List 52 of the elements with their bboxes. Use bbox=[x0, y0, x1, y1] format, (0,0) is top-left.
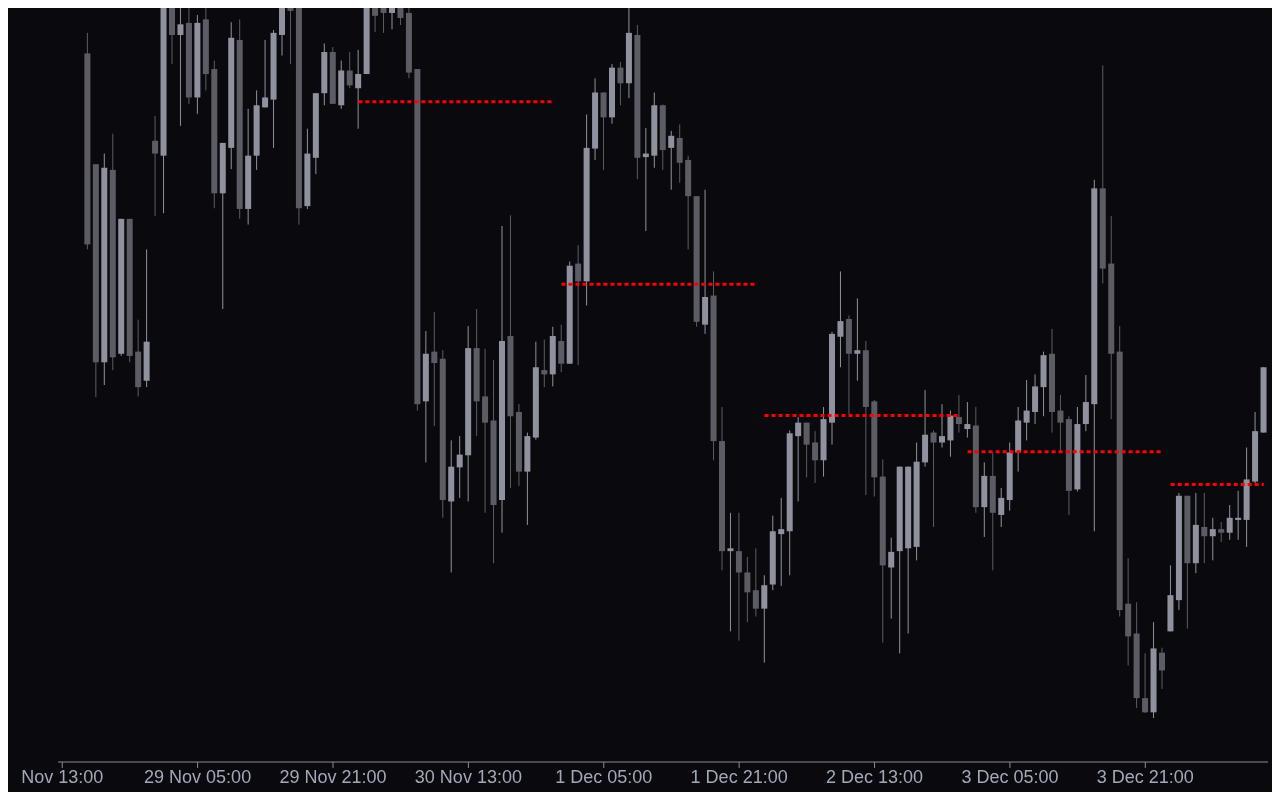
candlestick bbox=[888, 537, 895, 620]
candlestick bbox=[1226, 504, 1233, 541]
candlestick bbox=[998, 487, 1005, 528]
candlestick bbox=[744, 556, 751, 623]
candlestick bbox=[355, 49, 362, 130]
x-tick-label: 30 Nov 13:00 bbox=[414, 766, 522, 787]
candlestick bbox=[431, 311, 438, 427]
x-tick-label: 29 Nov 05:00 bbox=[144, 766, 252, 787]
candlestick bbox=[964, 401, 971, 439]
candlestick bbox=[778, 497, 785, 587]
candlestick bbox=[558, 324, 565, 373]
candlestick bbox=[617, 61, 624, 106]
candlestick bbox=[1235, 490, 1242, 541]
candlestick bbox=[1023, 379, 1030, 441]
x-tick-label: 2 Dec 13:00 bbox=[826, 766, 924, 787]
candlestick bbox=[1159, 647, 1165, 690]
candlestick bbox=[152, 115, 159, 217]
candlestick bbox=[761, 574, 768, 664]
candlestick bbox=[795, 416, 802, 502]
candlestick bbox=[287, 8, 294, 65]
candlestick bbox=[177, 8, 184, 127]
x-tick-label: 29 Nov 21:00 bbox=[279, 766, 387, 787]
candlestick bbox=[930, 429, 937, 528]
x-tick-label: Nov 13:00 bbox=[21, 766, 104, 787]
candlestick bbox=[1201, 492, 1208, 564]
candlestick bbox=[1218, 521, 1225, 543]
candlestick bbox=[456, 435, 463, 499]
candlestick bbox=[1142, 652, 1149, 714]
candlestick bbox=[939, 403, 945, 448]
candlestick bbox=[803, 422, 810, 478]
candlestick bbox=[541, 339, 548, 388]
candlestick bbox=[372, 8, 379, 33]
candlestick bbox=[854, 297, 861, 382]
candlestick bbox=[389, 8, 395, 30]
x-tick-label: 1 Dec 21:00 bbox=[690, 766, 788, 787]
x-tick-label: 1 Dec 05:00 bbox=[555, 766, 653, 787]
candlestick bbox=[735, 512, 742, 642]
candlestick bbox=[380, 8, 387, 34]
candlestick bbox=[752, 547, 759, 617]
candlestick bbox=[668, 130, 675, 191]
candlestick bbox=[575, 244, 582, 366]
candlestick bbox=[262, 39, 269, 108]
candlestick bbox=[955, 394, 962, 434]
candlestick bbox=[1082, 374, 1089, 432]
candlestick bbox=[812, 430, 819, 484]
candlestick bbox=[1057, 394, 1064, 451]
candlestick bbox=[346, 51, 353, 89]
x-tick-label: 3 Dec 05:00 bbox=[961, 766, 1059, 787]
x-tick-label: 3 Dec 21:00 bbox=[1096, 766, 1194, 787]
candlestick bbox=[727, 512, 734, 632]
candlestick bbox=[1209, 517, 1216, 561]
candlestick bbox=[837, 270, 844, 368]
